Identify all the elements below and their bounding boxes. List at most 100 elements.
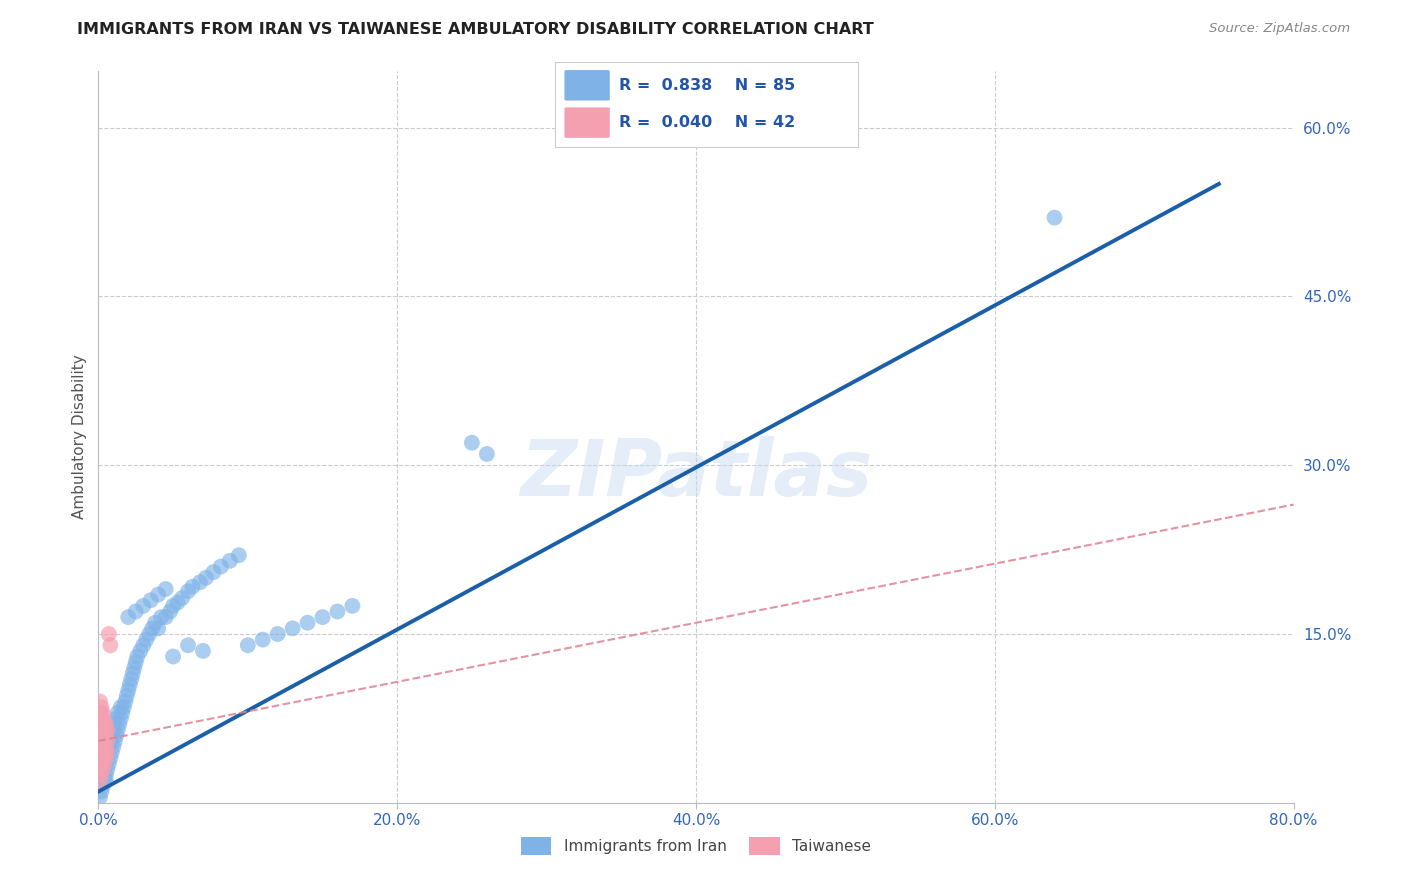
Point — [97, 739, 120, 754]
Point — [105, 711, 128, 725]
Point — [181, 580, 204, 594]
Point — [162, 599, 184, 613]
Point — [94, 773, 117, 788]
Point — [155, 582, 177, 596]
Point — [125, 655, 148, 669]
Point — [162, 649, 184, 664]
Point — [101, 745, 124, 759]
Point — [93, 734, 115, 748]
Point — [89, 745, 111, 759]
Point — [129, 644, 152, 658]
Point — [461, 435, 484, 450]
Point — [135, 632, 157, 647]
Y-axis label: Ambulatory Disability: Ambulatory Disability — [72, 355, 87, 519]
Point — [89, 739, 111, 754]
Point — [91, 717, 114, 731]
Text: IMMIGRANTS FROM IRAN VS TAIWANESE AMBULATORY DISABILITY CORRELATION CHART: IMMIGRANTS FROM IRAN VS TAIWANESE AMBULA… — [77, 22, 875, 37]
Point — [89, 706, 111, 720]
Point — [118, 678, 141, 692]
Point — [93, 723, 115, 737]
Point — [91, 728, 114, 742]
Point — [150, 610, 173, 624]
Point — [96, 734, 118, 748]
Point — [91, 751, 114, 765]
Point — [191, 644, 214, 658]
Point — [90, 717, 112, 731]
Point — [111, 706, 134, 720]
Point — [89, 728, 111, 742]
Point — [89, 773, 111, 788]
Point — [89, 717, 111, 731]
Point — [326, 605, 349, 619]
Point — [89, 790, 111, 805]
Point — [91, 762, 114, 776]
Point — [105, 728, 128, 742]
Point — [90, 756, 112, 771]
Point — [281, 621, 304, 635]
Point — [96, 734, 118, 748]
Point — [138, 627, 160, 641]
Point — [94, 717, 117, 731]
Point — [96, 723, 118, 737]
Point — [114, 694, 136, 708]
Point — [89, 694, 111, 708]
Point — [132, 599, 155, 613]
Point — [148, 588, 170, 602]
Point — [311, 610, 333, 624]
Point — [89, 756, 111, 771]
Point — [97, 756, 120, 771]
Point — [252, 632, 274, 647]
Point — [98, 734, 122, 748]
Point — [177, 638, 200, 652]
Point — [90, 700, 112, 714]
Point — [90, 767, 112, 781]
Point — [91, 739, 114, 754]
Point — [93, 751, 115, 765]
Point — [96, 745, 118, 759]
Point — [94, 728, 117, 742]
Point — [90, 728, 112, 742]
FancyBboxPatch shape — [564, 70, 610, 101]
Point — [115, 689, 138, 703]
Point — [107, 723, 129, 737]
Point — [112, 700, 135, 714]
Point — [91, 779, 114, 793]
Point — [94, 751, 117, 765]
Point — [91, 739, 114, 754]
Point — [93, 745, 115, 759]
Point — [94, 739, 117, 754]
Point — [124, 661, 146, 675]
Point — [475, 447, 498, 461]
Point — [91, 762, 114, 776]
Point — [202, 565, 225, 579]
Point — [107, 706, 129, 720]
FancyBboxPatch shape — [564, 107, 610, 138]
Point — [93, 773, 115, 788]
Point — [91, 706, 114, 720]
Point — [97, 627, 120, 641]
Point — [104, 717, 127, 731]
Point — [94, 767, 117, 781]
Point — [159, 605, 181, 619]
Point — [93, 756, 115, 771]
Point — [103, 739, 125, 754]
Point — [267, 627, 290, 641]
Point — [132, 638, 155, 652]
Point — [110, 711, 132, 725]
Point — [195, 571, 218, 585]
Point — [103, 723, 125, 737]
Point — [117, 683, 139, 698]
Point — [90, 762, 112, 776]
Point — [90, 706, 112, 720]
Point — [90, 784, 112, 798]
Point — [90, 767, 112, 781]
Point — [98, 751, 122, 765]
Point — [125, 605, 148, 619]
Point — [93, 756, 115, 771]
Point — [89, 751, 111, 765]
Point — [121, 666, 143, 681]
Point — [90, 711, 112, 725]
Point — [219, 554, 242, 568]
Text: R =  0.040    N = 42: R = 0.040 N = 42 — [619, 115, 796, 130]
Point — [101, 728, 124, 742]
